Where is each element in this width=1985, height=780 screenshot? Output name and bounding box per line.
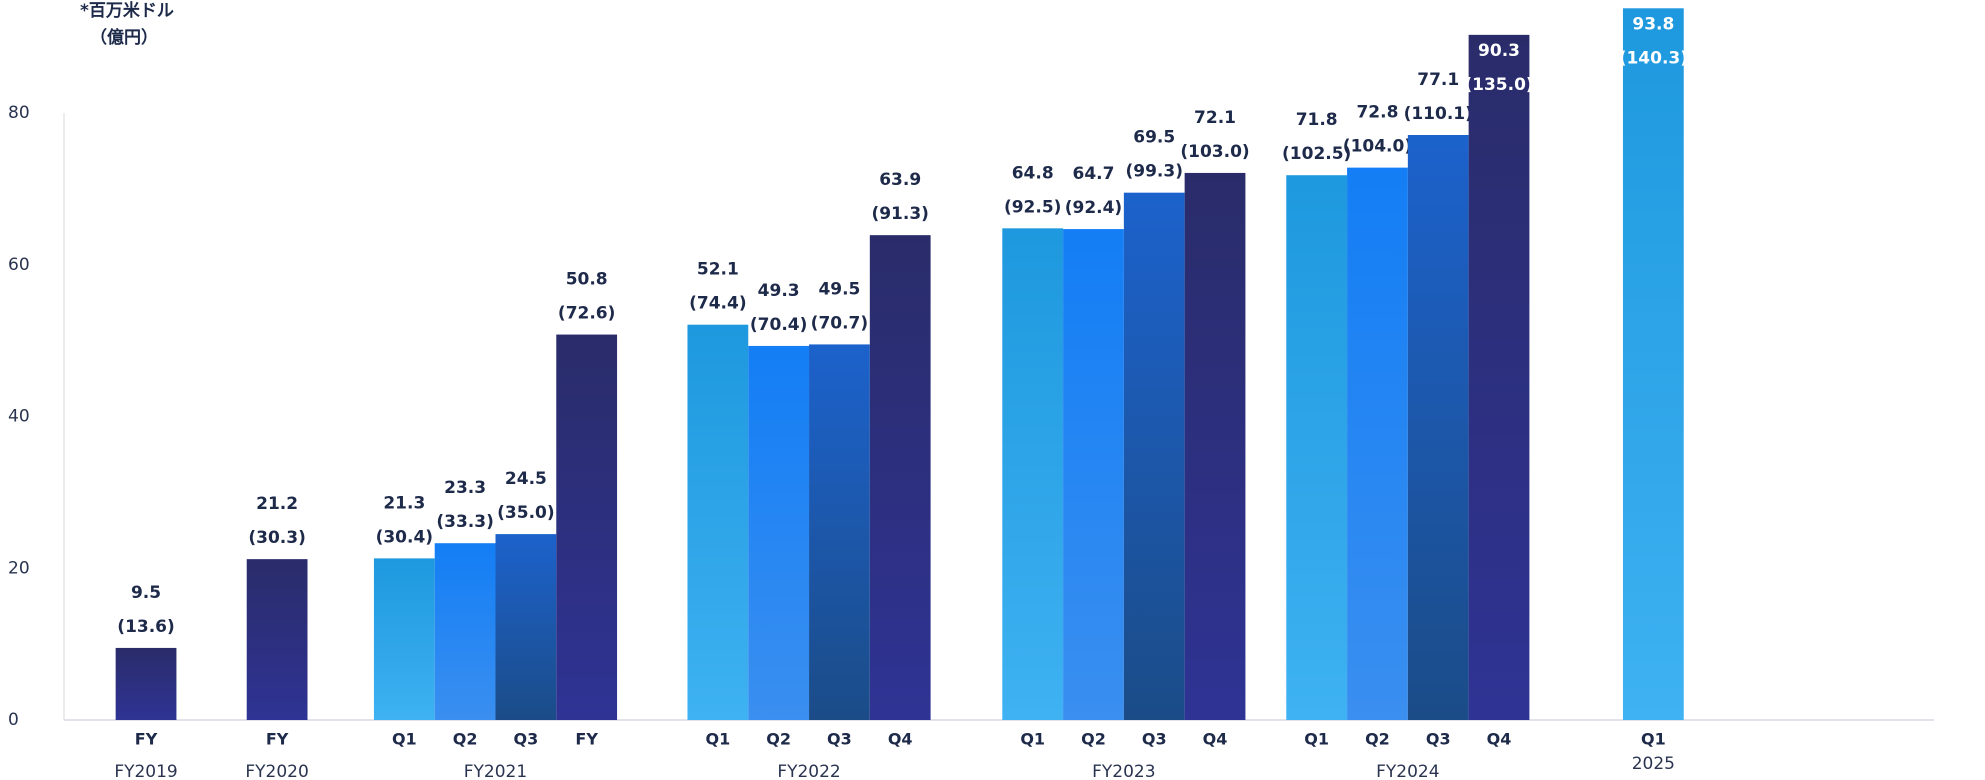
x-tick-label: Q1 [705, 730, 730, 749]
bar [1063, 229, 1124, 720]
value-label: 77.1 [1417, 70, 1459, 90]
bar [373, 558, 435, 720]
group-label: FY2022 [777, 762, 840, 780]
y-tick-label: 60 [8, 255, 30, 275]
x-tick-label: Q3 [1426, 730, 1451, 749]
x-tick-label: Q4 [1487, 730, 1512, 749]
yen-label: (92.5) [1004, 197, 1061, 217]
bar [1002, 228, 1064, 720]
bar [556, 334, 618, 720]
group-label: FY2024 [1376, 762, 1439, 780]
value-label: 50.8 [566, 270, 608, 290]
bar [115, 647, 177, 720]
bar [687, 324, 749, 720]
value-label: 49.5 [818, 279, 860, 299]
value-label: 9.5 [131, 583, 161, 603]
y-tick-label: 20 [8, 558, 30, 578]
value-label: 93.8 [1632, 14, 1674, 34]
yen-label: (30.3) [248, 528, 305, 548]
x-tick-label: Q1 [392, 730, 417, 749]
value-label: 52.1 [697, 260, 739, 280]
yen-label: (70.4) [750, 315, 807, 335]
yen-label: (72.6) [558, 304, 615, 324]
x-tick-label: FY [266, 730, 289, 749]
bar [869, 235, 931, 720]
x-tick-label: Q3 [827, 730, 852, 749]
value-label: 72.8 [1356, 103, 1398, 123]
value-label: 69.5 [1133, 128, 1175, 148]
x-tick-label: Q4 [1203, 730, 1228, 749]
value-label: 71.8 [1296, 110, 1338, 130]
yen-label: (74.4) [689, 294, 746, 314]
bar [1407, 135, 1469, 720]
value-label: 64.7 [1072, 164, 1114, 184]
x-tick-label: FY [135, 730, 158, 749]
group-label: FY2019 [114, 762, 177, 780]
x-tick-label: Q1 [1020, 730, 1045, 749]
group-label: FY2020 [245, 762, 308, 780]
yen-label: (104.0) [1343, 137, 1412, 157]
yen-label: (91.3) [871, 204, 928, 224]
yen-label: (110.1) [1404, 104, 1473, 124]
yen-label: (92.4) [1065, 198, 1122, 218]
value-label: 21.2 [256, 494, 298, 514]
group-label: FY2021 [464, 762, 527, 780]
value-label: 63.9 [879, 170, 921, 190]
yen-label: (33.3) [436, 512, 493, 532]
yen-label: (103.0) [1180, 142, 1249, 162]
value-label: 64.8 [1012, 163, 1054, 183]
yen-label: (13.6) [117, 617, 174, 637]
y-tick-label: 80 [8, 103, 30, 123]
chart-title: *百万米ドル [80, 0, 174, 21]
y-tick-label: 0 [8, 710, 19, 730]
bar [1347, 167, 1408, 720]
x-tick-label: Q2 [1365, 730, 1390, 749]
bar [1184, 172, 1246, 720]
value-label: 72.1 [1194, 108, 1236, 128]
bar [495, 534, 557, 720]
yen-label: (30.4) [376, 527, 433, 547]
x-tick-label: FY [575, 730, 598, 749]
bar [809, 344, 870, 720]
x-tick-label: Q3 [514, 730, 539, 749]
yen-label: (35.0) [497, 503, 554, 523]
x-tick-label: Q1 [1304, 730, 1329, 749]
x-tick-label: Q3 [1142, 730, 1167, 749]
yen-label: (140.3) [1619, 48, 1688, 68]
y-tick-label: 40 [8, 407, 30, 427]
bar [246, 559, 308, 720]
x-tick-label: Q1 [1641, 730, 1666, 749]
value-label: 49.3 [758, 281, 800, 301]
value-label: 24.5 [505, 469, 547, 489]
group-label: 2025 [1632, 754, 1675, 774]
x-tick-label: Q2 [766, 730, 791, 749]
bar [748, 345, 810, 720]
bar [1123, 192, 1185, 720]
bar [1468, 34, 1530, 720]
x-tick-label: Q4 [888, 730, 913, 749]
yen-label: (99.3) [1126, 162, 1183, 182]
bar [434, 543, 496, 720]
value-label: 90.3 [1478, 41, 1520, 61]
x-tick-label: Q2 [453, 730, 478, 749]
yen-label: (102.5) [1282, 144, 1351, 164]
value-label: 23.3 [444, 478, 486, 498]
value-label: 21.3 [383, 493, 425, 513]
yen-label: (135.0) [1464, 75, 1533, 95]
bar [1286, 175, 1348, 720]
bar [1622, 8, 1684, 721]
yen-label: (70.7) [811, 313, 868, 333]
group-label: FY2023 [1092, 762, 1155, 780]
chart-subtitle: （億円） [90, 27, 158, 48]
x-tick-label: Q2 [1081, 730, 1106, 749]
